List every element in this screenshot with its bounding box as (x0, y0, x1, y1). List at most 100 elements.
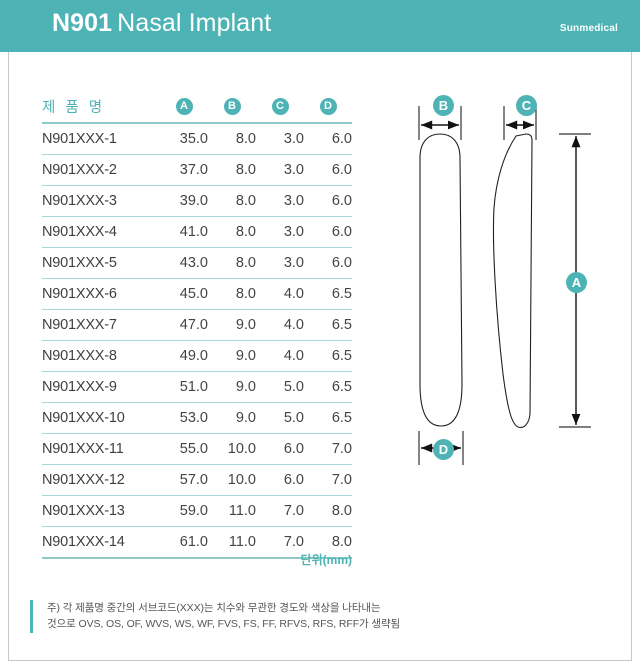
cell-dim-a: 43.0 (179, 255, 208, 271)
cell-product-name: N901XXX-14 (42, 534, 125, 550)
cell-dim-d: 6.0 (331, 131, 352, 147)
column-header-d: D (304, 97, 352, 115)
spec-table: 제 품 명 A B C D N901XXX-1 35.0 8.0 3.0 6.0 N901… (42, 90, 352, 559)
table-body: N901XXX-1 35.0 8.0 3.0 6.0 N901XXX-2 37.0 8.0 3.… (42, 124, 352, 559)
cell-dim-b: 9.0 (235, 410, 256, 426)
cell-dim-b: 8.0 (235, 224, 256, 240)
badge-c-icon: C (271, 97, 289, 115)
cell-product-name: N901XXX-11 (42, 441, 124, 457)
implant-top-view-outline (419, 133, 463, 427)
cell-dim-c: 7.0 (283, 503, 304, 519)
page-title: N901 Nasal Implant (52, 9, 271, 38)
cell-product-name: N901XXX-3 (42, 193, 117, 209)
table-row: N901XXX-10 53.0 9.0 5.0 6.5 (42, 403, 352, 434)
cell-dim-b: 10.0 (227, 472, 256, 488)
cell-dim-b: 11.0 (228, 534, 256, 550)
table-row: N901XXX-6 45.0 8.0 4.0 6.5 (42, 279, 352, 310)
cell-dim-a: 35.0 (179, 131, 208, 147)
cell-dim-d: 6.0 (331, 224, 352, 240)
cell-dim-a: 57.0 (179, 472, 208, 488)
cell-dim-a: 51.0 (179, 379, 208, 395)
cell-dim-d: 6.5 (331, 317, 352, 333)
table-row: N901XXX-3 39.0 8.0 3.0 6.0 (42, 186, 352, 217)
cell-dim-d: 8.0 (331, 534, 352, 550)
table-row: N901XXX-5 43.0 8.0 3.0 6.0 (42, 248, 352, 279)
diagram-badge-c: C (516, 95, 537, 116)
diagram-badge-b: B (433, 95, 454, 116)
cell-dim-c: 4.0 (283, 317, 304, 333)
cell-dim-c: 5.0 (283, 410, 304, 426)
cell-dim-c: 3.0 (283, 131, 304, 147)
column-header-b: B (208, 97, 256, 115)
footnote-line-1: 주) 각 제품명 중간의 서브코드(XXX)는 치수와 무관한 경도와 색상을 … (47, 602, 381, 614)
cell-dim-b: 11.0 (228, 503, 256, 519)
table-row: N901XXX-2 37.0 8.0 3.0 6.0 (42, 155, 352, 186)
cell-dim-a: 49.0 (179, 348, 208, 364)
table-row: N901XXX-11 55.0 10.0 6.0 7.0 (42, 434, 352, 465)
cell-dim-d: 6.0 (331, 162, 352, 178)
cell-dim-b: 9.0 (235, 379, 256, 395)
page-header: N901 Nasal Implant Sunmedical (0, 0, 640, 52)
table-row: N901XXX-8 49.0 9.0 4.0 6.5 (42, 341, 352, 372)
cell-dim-c: 5.0 (283, 379, 304, 395)
cell-dim-a: 55.0 (179, 441, 208, 457)
unit-note: 단위(mm) (300, 553, 352, 567)
cell-dim-a: 59.0 (179, 503, 208, 519)
cell-product-name: N901XXX-8 (42, 348, 117, 364)
column-header-c: C (256, 97, 304, 115)
column-header-a: A (160, 97, 208, 115)
cell-dim-b: 8.0 (235, 131, 256, 147)
footnote-line-2: 것으로 OVS, OS, OF, WVS, WS, WF, FVS, FS, F… (47, 618, 401, 631)
cell-dim-a: 47.0 (179, 317, 208, 333)
cell-dim-c: 3.0 (283, 224, 304, 240)
cell-product-name: N901XXX-7 (42, 317, 117, 333)
implant-dimension-diagram: B C A D (396, 84, 632, 484)
badge-d-icon: D (319, 97, 337, 115)
cell-dim-c: 3.0 (283, 255, 304, 271)
cell-dim-c: 6.0 (283, 441, 304, 457)
cell-dim-b: 10.0 (227, 441, 256, 457)
table-row: N901XXX-12 57.0 10.0 6.0 7.0 (42, 465, 352, 496)
brand-label: Sunmedical (559, 23, 618, 34)
cell-dim-a: 39.0 (179, 193, 208, 209)
cell-dim-b: 8.0 (235, 193, 256, 209)
column-header-name: 제 품 명 (42, 99, 106, 116)
cell-product-name: N901XXX-13 (42, 503, 125, 519)
badge-b-icon: B (223, 97, 241, 115)
diagram-badge-d: D (433, 439, 454, 460)
table-row: N901XXX-14 61.0 11.0 7.0 8.0 (42, 527, 352, 559)
badge-a-icon: A (175, 97, 193, 115)
implant-side-view-outline (492, 133, 533, 428)
cell-product-name: N901XXX-12 (42, 472, 125, 488)
cell-dim-b: 9.0 (235, 317, 256, 333)
product-name: Nasal Implant (117, 9, 272, 37)
cell-dim-b: 8.0 (235, 286, 256, 302)
diagram-badge-a: A (566, 272, 587, 293)
table-row: N901XXX-7 47.0 9.0 4.0 6.5 (42, 310, 352, 341)
cell-dim-a: 37.0 (179, 162, 208, 178)
cell-product-name: N901XXX-2 (42, 162, 117, 178)
table-row: N901XXX-1 35.0 8.0 3.0 6.0 (42, 124, 352, 155)
cell-dim-c: 4.0 (283, 286, 304, 302)
cell-dim-a: 53.0 (179, 410, 208, 426)
table-row: N901XXX-4 41.0 8.0 3.0 6.0 (42, 217, 352, 248)
table-header-row: 제 품 명 A B C D (42, 90, 352, 124)
cell-dim-d: 7.0 (331, 441, 352, 457)
cell-dim-c: 7.0 (283, 534, 304, 550)
cell-dim-b: 8.0 (235, 255, 256, 271)
cell-dim-b: 9.0 (235, 348, 256, 364)
cell-dim-c: 4.0 (283, 348, 304, 364)
cell-product-name: N901XXX-6 (42, 286, 117, 302)
cell-dim-b: 8.0 (235, 162, 256, 178)
cell-dim-d: 6.5 (331, 410, 352, 426)
diagram-svg (418, 106, 591, 465)
cell-dim-d: 6.5 (331, 379, 352, 395)
cell-dim-d: 7.0 (331, 472, 352, 488)
table-row: N901XXX-9 51.0 9.0 5.0 6.5 (42, 372, 352, 403)
cell-dim-c: 3.0 (283, 193, 304, 209)
cell-dim-a: 41.0 (179, 224, 208, 240)
cell-product-name: N901XXX-1 (42, 131, 117, 147)
cell-dim-d: 6.0 (331, 255, 352, 271)
cell-dim-c: 6.0 (283, 472, 304, 488)
